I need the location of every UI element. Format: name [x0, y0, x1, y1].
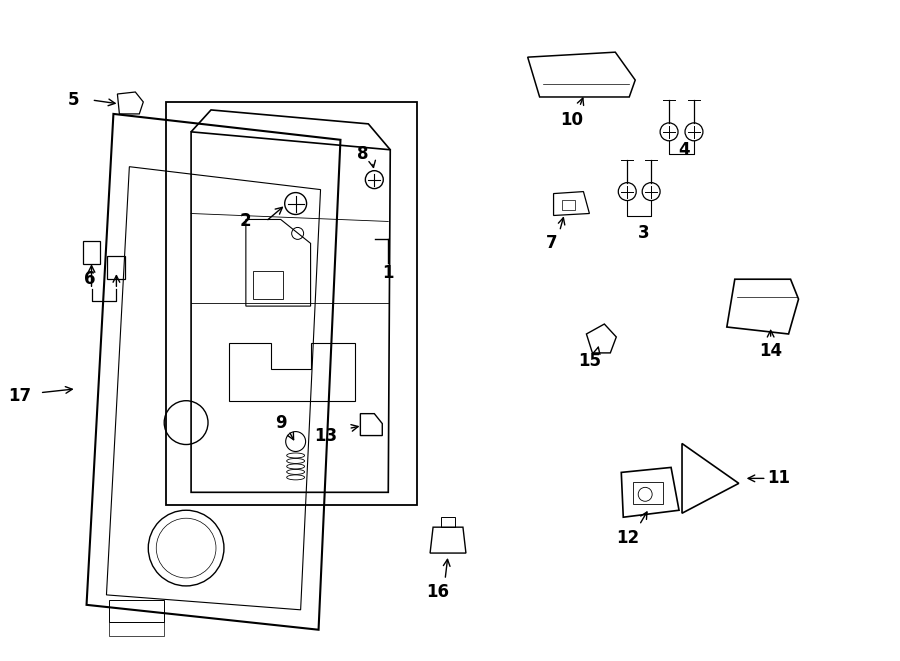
- Text: 5: 5: [68, 91, 79, 109]
- Text: 1: 1: [382, 264, 394, 282]
- Bar: [441, 517, 455, 527]
- Text: 13: 13: [314, 426, 338, 445]
- Text: 14: 14: [759, 342, 782, 360]
- Text: 3: 3: [638, 225, 650, 243]
- Text: 17: 17: [8, 387, 32, 405]
- Text: 10: 10: [560, 111, 583, 129]
- Text: 2: 2: [240, 212, 252, 231]
- Text: 4: 4: [679, 141, 689, 159]
- Text: 16: 16: [427, 583, 450, 601]
- Text: 9: 9: [274, 414, 286, 432]
- Bar: [166, 102, 417, 505]
- Bar: [634, 483, 663, 504]
- Text: 12: 12: [616, 529, 639, 547]
- Text: 8: 8: [356, 145, 368, 163]
- Text: 6: 6: [84, 270, 95, 288]
- Bar: [562, 200, 575, 210]
- Bar: [253, 271, 283, 299]
- Bar: [110, 600, 164, 622]
- Text: 7: 7: [545, 235, 557, 253]
- Bar: [110, 622, 164, 636]
- Text: 15: 15: [578, 352, 601, 370]
- Text: 11: 11: [767, 469, 790, 487]
